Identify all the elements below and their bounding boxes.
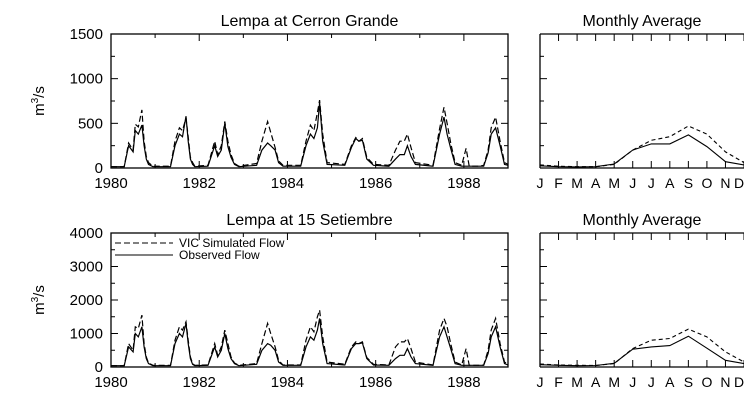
x-tick-label: 1982 (183, 374, 216, 391)
y-axis-unit-superscript: 3 (30, 97, 41, 103)
month-tick-label: A (665, 374, 675, 390)
month-tick-label: A (591, 175, 601, 191)
y-tick-label: 0 (95, 160, 103, 177)
month-tick-label: J (537, 374, 544, 390)
simulated-monthly-line (539, 328, 744, 367)
observed-flow-line (111, 318, 509, 367)
month-tick-label: O (701, 374, 712, 390)
observed-monthly-line (539, 335, 744, 367)
y-axis-unit-suffix: /s (31, 86, 48, 98)
month-tick-label: M (571, 175, 583, 191)
y-axis-label: m3/s (30, 285, 48, 315)
x-tick-label: 1988 (447, 175, 480, 192)
y-axis-unit-superscript: 3 (30, 296, 41, 302)
x-tick-label: 1988 (447, 374, 480, 391)
y-axis-unit-text: m3/s (30, 285, 48, 315)
y-tick-label: 2000 (70, 292, 103, 309)
month-tick-label: F (554, 374, 563, 390)
month-tick-label: J (648, 175, 655, 191)
y-tick-label: 4000 (70, 225, 103, 242)
month-tick-label: D (734, 175, 744, 191)
x-tick-label: 1986 (359, 374, 392, 391)
month-tick-label: J (537, 175, 544, 191)
month-tick-label: S (684, 175, 693, 191)
month-tick-label: N (720, 175, 730, 191)
y-tick-label: 1000 (70, 326, 103, 343)
panel-title: Lempa at 15 Setiembre (226, 212, 392, 229)
y-tick-label: 0 (95, 359, 103, 376)
x-tick-label: 1982 (183, 175, 216, 192)
month-tick-label: A (665, 175, 675, 191)
month-tick-label: O (701, 175, 712, 191)
month-tick-label: D (734, 374, 744, 390)
y-axis-unit-suffix: /s (31, 285, 48, 297)
month-tick-label: F (554, 175, 563, 191)
timeseries-panel-0: Lempa at Cerron Grande 1980 1982 1984 1986 19… (70, 13, 509, 192)
simulated-flow-line (111, 309, 509, 367)
simulated-flow-line (111, 99, 509, 168)
x-tick-label: 1984 (271, 374, 304, 391)
panel-title: Monthly Average (583, 13, 702, 30)
x-tick-label: 1984 (271, 175, 304, 192)
y-axis-unit-text: m3/s (30, 86, 48, 116)
month-tick-label: M (608, 374, 620, 390)
y-tick-label: 1500 (70, 26, 103, 43)
panel-title: Monthly Average (583, 212, 702, 229)
plot-frame (110, 33, 509, 169)
legend-label: Observed Flow (179, 248, 260, 262)
timeseries-panel-2: Lempa at 15 Setiembre 1980 1982 1984 1986 198… (70, 212, 509, 391)
x-tick-label: 1980 (94, 374, 127, 391)
month-tick-label: N (720, 374, 730, 390)
panel-title: Lempa at Cerron Grande (221, 13, 399, 30)
legend-label: VIC Simulated Flow (179, 236, 285, 250)
observed-monthly-line (539, 134, 744, 168)
x-tick-label: 1986 (359, 175, 392, 192)
simulated-monthly-line (539, 125, 744, 168)
month-tick-label: J (648, 374, 655, 390)
month-tick-label: J (629, 175, 636, 191)
month-tick-label: J (629, 374, 636, 390)
y-axis-label: m3/s (30, 86, 48, 116)
month-tick-label: S (684, 374, 693, 390)
plot-frame (110, 232, 509, 368)
month-tick-label: M (608, 175, 620, 191)
month-tick-label: A (591, 374, 601, 390)
month-tick-label: M (571, 374, 583, 390)
x-tick-label: 1980 (94, 175, 127, 192)
y-tick-label: 3000 (70, 259, 103, 276)
y-tick-label: 1000 (70, 71, 103, 88)
observed-flow-line (111, 102, 509, 168)
y-tick-label: 500 (78, 115, 103, 132)
